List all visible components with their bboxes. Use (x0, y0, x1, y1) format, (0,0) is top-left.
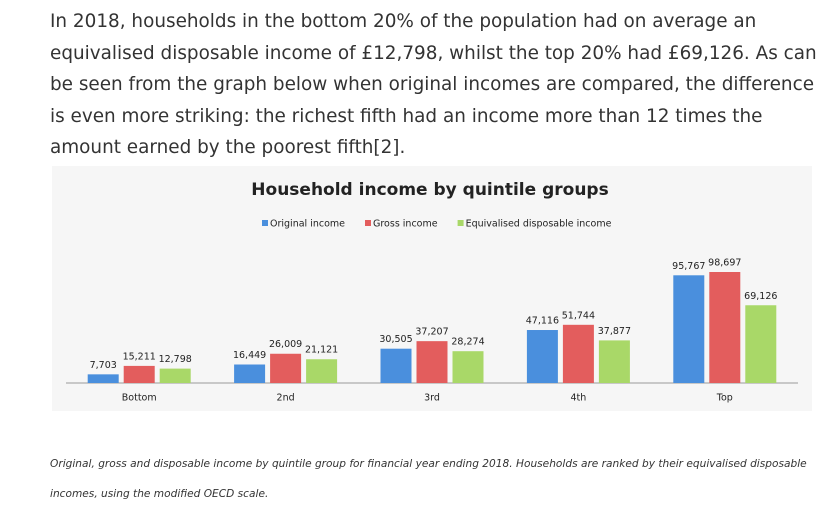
x-tick-label: 2nd (277, 393, 295, 404)
bar (234, 364, 266, 383)
bar (673, 275, 705, 383)
paragraph: In 2018, households in the bottom 20% of… (50, 11, 817, 158)
legend-swatch (262, 220, 268, 226)
chart: Household income by quintile groups Orig… (52, 166, 812, 411)
data-label: 7,703 (90, 360, 117, 371)
data-label: 21,121 (305, 345, 338, 356)
x-tick-label: 4th (571, 393, 587, 404)
bar (709, 272, 741, 383)
data-label: 37,877 (598, 326, 631, 337)
x-tick-label: Top (716, 393, 733, 404)
data-label: 47,116 (526, 316, 559, 327)
data-label: 95,767 (672, 261, 705, 272)
data-label: 15,211 (123, 351, 156, 362)
bar (123, 365, 155, 383)
x-tick-label: 3rd (424, 393, 440, 404)
bar (380, 348, 412, 383)
legend-swatch (457, 220, 464, 226)
bar (306, 359, 338, 383)
data-label: 69,126 (744, 291, 777, 302)
data-label: 37,207 (415, 327, 448, 338)
bar (87, 374, 119, 383)
data-label: 28,274 (451, 337, 484, 348)
data-label: 16,449 (233, 350, 266, 361)
bar (452, 351, 484, 383)
data-label: 98,697 (708, 258, 741, 269)
bar (745, 305, 777, 383)
bar (159, 368, 191, 383)
data-label: 51,744 (562, 310, 595, 321)
chart-title: Household income by quintile groups (251, 180, 608, 200)
legend-swatch (365, 220, 371, 226)
data-label: 30,505 (379, 334, 412, 345)
data-label: 12,798 (159, 354, 192, 365)
bar (416, 341, 448, 383)
caption: Original, gross and disposable income by… (50, 458, 807, 500)
bar (562, 324, 594, 383)
bar (598, 340, 630, 383)
legend-label: Gross income (373, 219, 438, 230)
bar (526, 330, 558, 383)
legend-label: Original income (270, 219, 345, 230)
x-tick-label: Bottom (122, 393, 157, 404)
bar (270, 353, 302, 383)
data-label: 26,009 (269, 339, 302, 350)
legend-label: Equivalised disposable income (466, 219, 612, 230)
